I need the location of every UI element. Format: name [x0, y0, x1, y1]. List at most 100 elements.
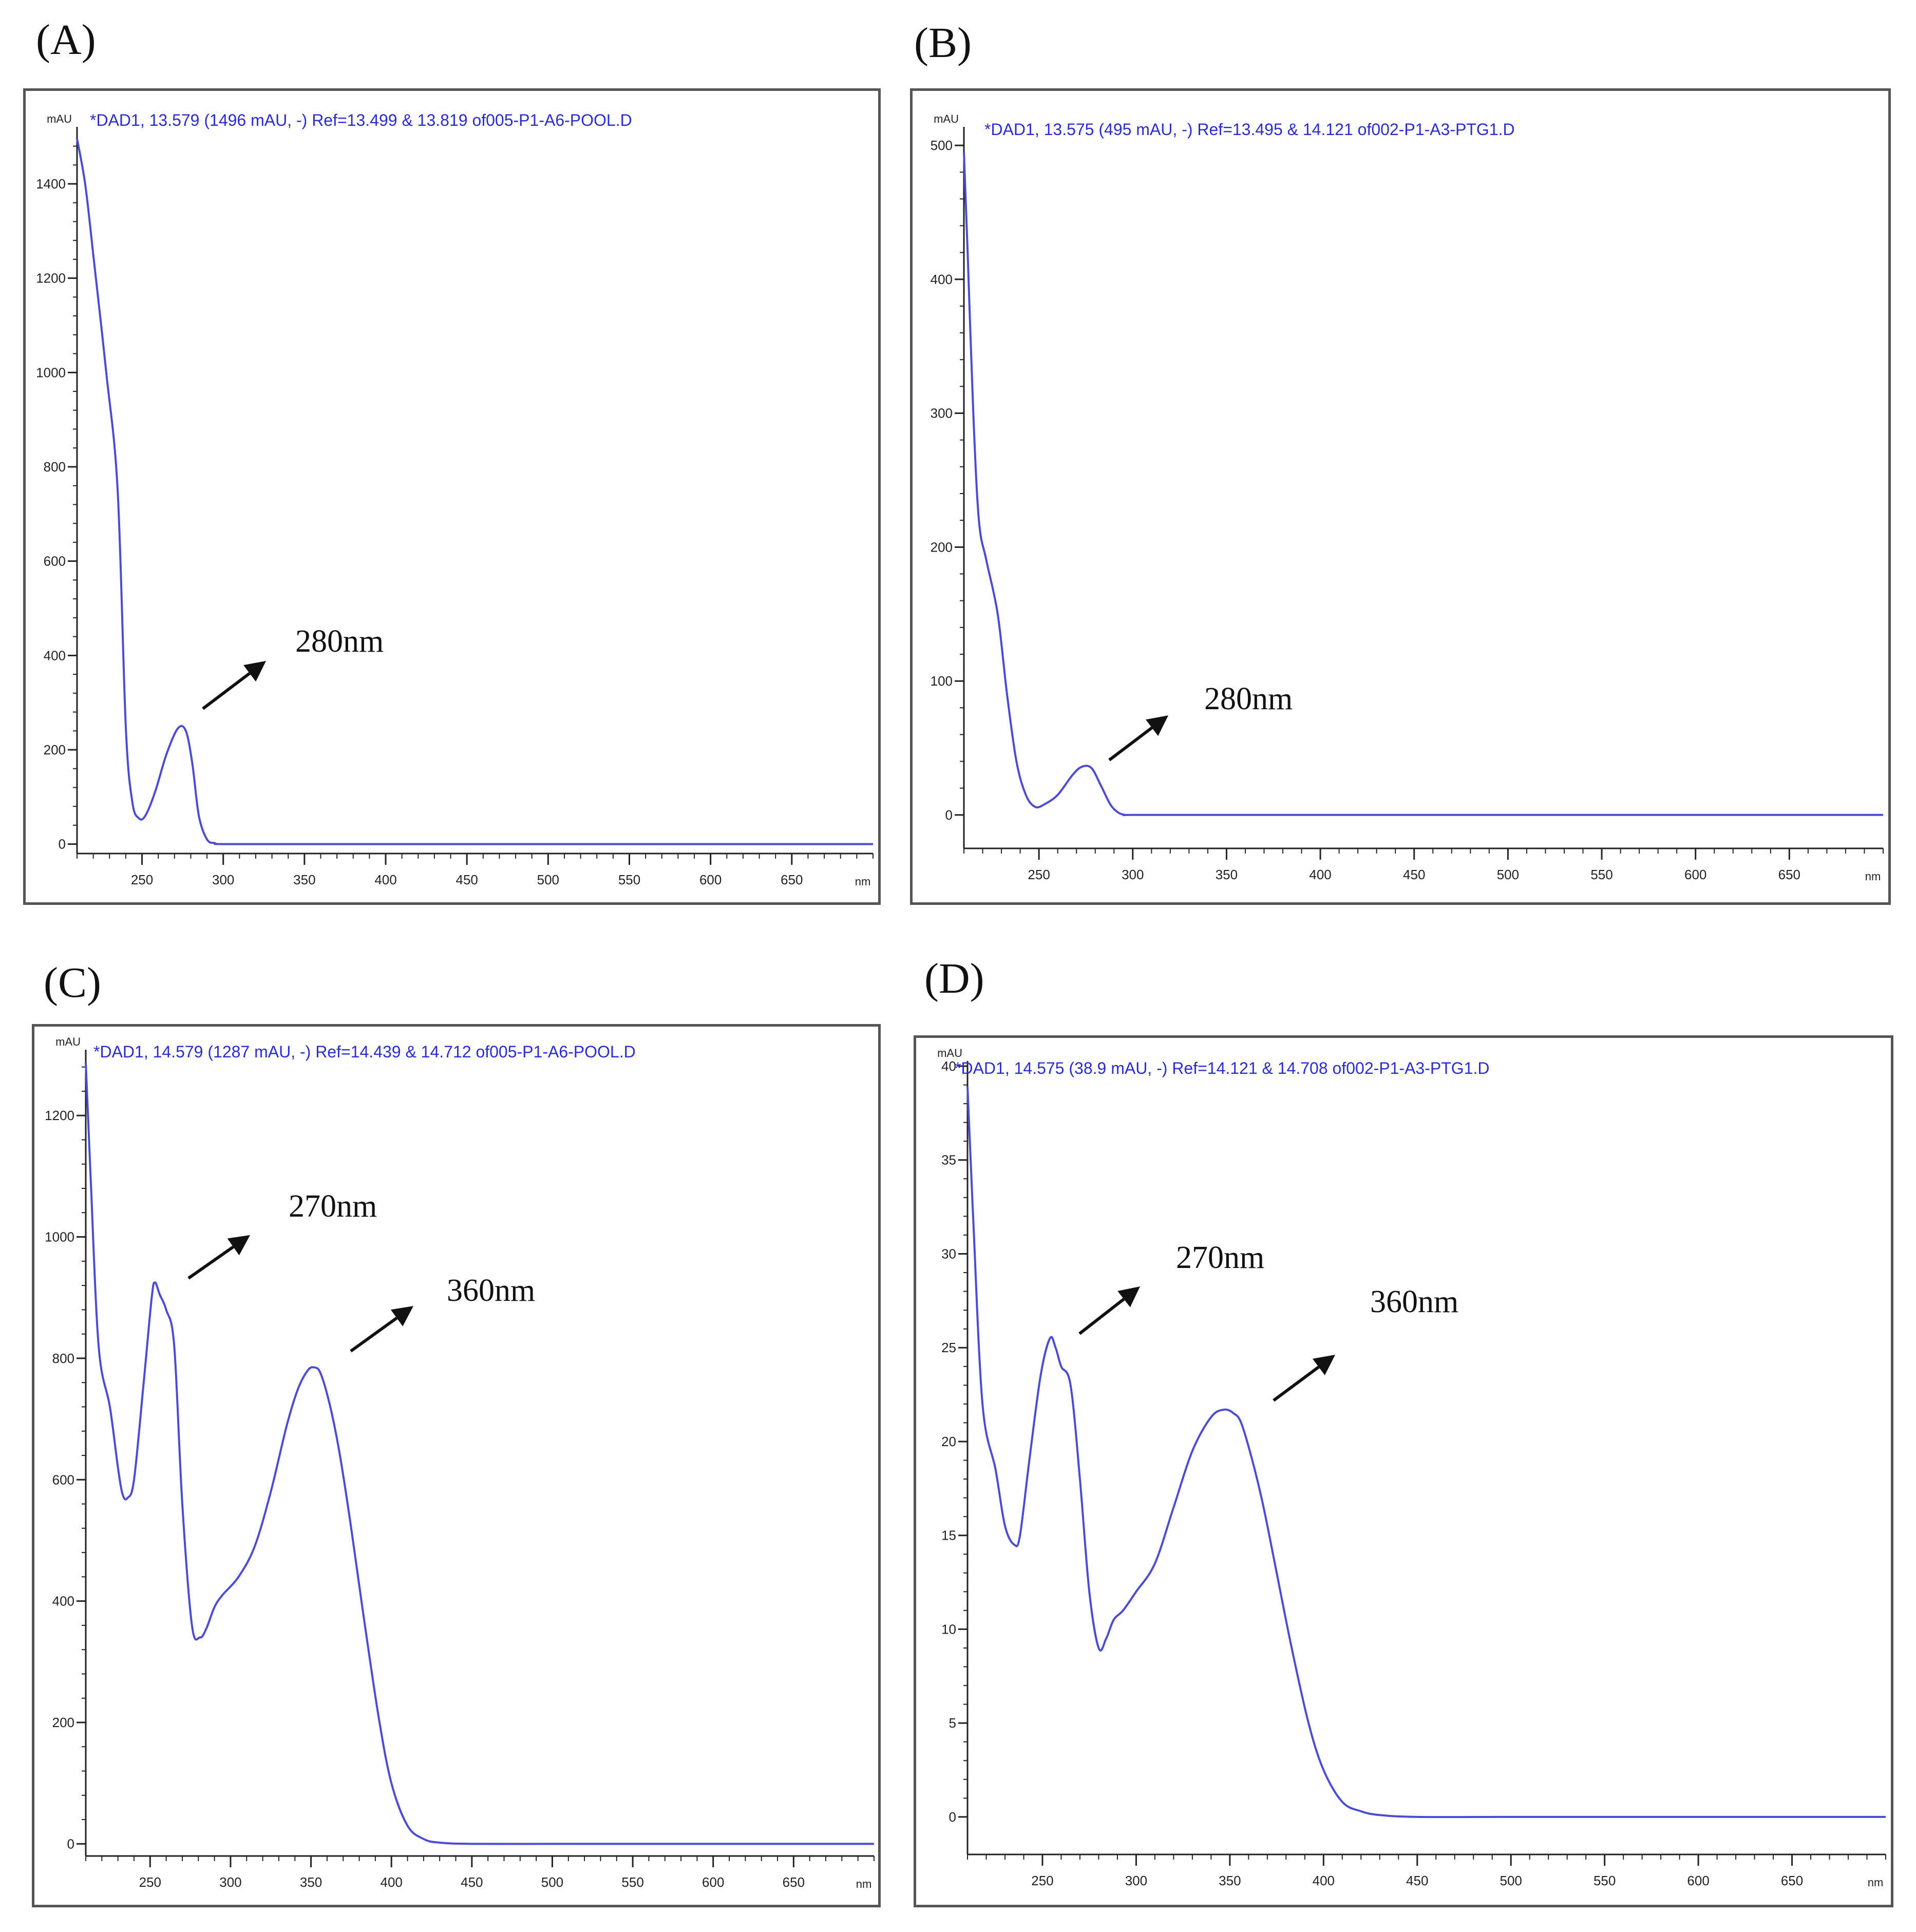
- annotation-arrow-shaft: [1108, 726, 1153, 762]
- y-tick-label: 1200: [36, 271, 66, 286]
- annotation-arrow-2: [1273, 1355, 1335, 1402]
- y-tick-label: 1000: [45, 1229, 74, 1245]
- x-tick-label: 350: [293, 872, 315, 887]
- x-tick-label: 550: [618, 872, 640, 887]
- x-tick-label: 600: [1684, 867, 1706, 882]
- spectrum-line: [966, 1087, 1886, 1819]
- x-tick-label: 550: [1590, 867, 1613, 882]
- y-tick-label: 15: [941, 1528, 956, 1543]
- x-axis-label: nm: [855, 875, 871, 888]
- x-tick-label: 650: [783, 1874, 805, 1890]
- y-tick-label: 800: [44, 459, 66, 475]
- y-axis-label: mAU: [937, 1047, 962, 1059]
- x-tick-label: 600: [702, 1874, 724, 1890]
- x-tick-label: 400: [381, 1874, 403, 1890]
- panel-label-d: (D): [924, 955, 984, 1002]
- chart-a-svg: 250 300 350 400 450 500 550 600 650 nm 0 200 400 600 8…: [36, 111, 874, 888]
- chart-header-text: *DAD1, 13.575 (495 mAU, -) Ref=13.495 & …: [984, 120, 1515, 139]
- spectrum-line: [76, 138, 873, 845]
- annotation-d-270nm: 270nm: [1176, 1240, 1265, 1275]
- chart-panel-c: 250 300 350 400 450 500 550 600 650 nm 0 200 400 600 8…: [32, 1024, 881, 1907]
- y-tick-label: 500: [931, 138, 953, 153]
- x-axis-label: nm: [1868, 1876, 1884, 1889]
- annotation-d-360nm: 360nm: [1370, 1284, 1459, 1319]
- annotation-arrow-head: [1146, 715, 1168, 736]
- annotation-arrow-head: [1117, 1286, 1140, 1308]
- y-tick-label: 0: [945, 807, 953, 823]
- y-tick-label: 600: [52, 1472, 74, 1487]
- x-tick-label: 650: [781, 872, 803, 887]
- chart-panel-a: 250 300 350 400 450 500 550 600 650 nm 0 200 400 600 8…: [23, 88, 881, 905]
- annotation-arrow-head: [243, 661, 266, 682]
- x-tick-label: 400: [1309, 867, 1331, 882]
- x-tick-label: 400: [1313, 1873, 1335, 1888]
- annotation-arrow: [187, 1235, 250, 1280]
- x-tick-label: 350: [300, 1874, 322, 1890]
- annotation-arrow-shaft: [187, 1245, 234, 1280]
- x-tick-label: 250: [1028, 867, 1050, 882]
- y-axis-label: mAU: [934, 112, 959, 125]
- x-tick-label: 500: [537, 872, 559, 887]
- x-tick-label: 500: [1497, 867, 1519, 882]
- x-tick-label: 250: [139, 1874, 161, 1890]
- y-tick-label: 1400: [36, 176, 66, 192]
- chart-header-text: *DAD1, 14.579 (1287 mAU, -) Ref=14.439 &…: [93, 1043, 636, 1061]
- y-axis-label: mAU: [55, 1035, 81, 1048]
- x-tick-label: 350: [1216, 867, 1238, 882]
- chart-panel-d: 250 300 350 400 450 500 550 600 650 nm 0 5 10 15 20 25 3…: [914, 1035, 1893, 1907]
- annotation-b-280nm: 280nm: [1204, 681, 1293, 716]
- x-tick-label: 300: [212, 872, 234, 887]
- y-tick-label: 200: [52, 1715, 74, 1730]
- x-tick-label: 500: [541, 1874, 563, 1890]
- x-tick-label: 550: [621, 1874, 643, 1890]
- y-tick-label: 300: [931, 406, 953, 421]
- annotation-arrow-head: [227, 1235, 250, 1256]
- x-tick-label: 400: [374, 872, 396, 887]
- panel-label-b: (B): [914, 19, 972, 67]
- chart-d-svg: 250 300 350 400 450 500 550 600 650 nm 0 5 10 15 20 25 3…: [937, 1047, 1886, 1889]
- x-tick-label: 250: [131, 872, 153, 887]
- annotation-arrow-2-head: [1312, 1355, 1335, 1375]
- chart-c-svg: 250 300 350 400 450 500 550 600 650 nm 0 200 400 600 8…: [45, 1035, 875, 1890]
- chart-panel-b: 250 300 350 400 450 500 550 600 650 nm 0 100 200 300 4…: [910, 88, 1891, 905]
- y-tick-label: 800: [52, 1351, 74, 1366]
- x-tick-label: 500: [1500, 1873, 1522, 1888]
- x-tick-label: 250: [1031, 1873, 1053, 1888]
- panel-label-a: (A): [36, 16, 96, 64]
- x-tick-label: 450: [456, 872, 478, 887]
- y-tick-label: 600: [44, 554, 66, 569]
- chart-header-text: *DAD1, 14.575 (38.9 mAU, -) Ref=14.121 &…: [955, 1059, 1489, 1077]
- y-tick-label: 30: [941, 1246, 956, 1261]
- y-tick-label: 20: [941, 1434, 956, 1449]
- annotation-arrow-2: [350, 1306, 413, 1353]
- y-tick-label: 400: [931, 272, 953, 287]
- x-tick-label: 450: [1403, 867, 1425, 882]
- y-tick-label: 100: [931, 673, 953, 689]
- y-tick-label: 35: [941, 1152, 956, 1168]
- y-tick-label: 5: [949, 1715, 956, 1731]
- x-tick-label: 600: [1687, 1873, 1709, 1888]
- y-tick-label: 40: [941, 1058, 956, 1074]
- y-tick-label: 200: [931, 539, 953, 555]
- x-axis-label: nm: [1865, 870, 1881, 883]
- y-tick-label: 25: [941, 1340, 956, 1355]
- y-tick-label: 400: [44, 648, 66, 663]
- x-tick-label: 650: [1778, 867, 1800, 882]
- spectrum-line: [963, 152, 1883, 817]
- annotation-arrow-shaft: [202, 672, 251, 710]
- x-tick-label: 300: [1122, 867, 1144, 882]
- x-axis-label: nm: [856, 1878, 872, 1890]
- annotation-arrow-shaft: [1078, 1298, 1125, 1335]
- annotation-arrow: [1108, 715, 1168, 762]
- annotation-arrow-2-shaft: [1273, 1366, 1320, 1402]
- annotation-arrow-2-head: [390, 1306, 413, 1327]
- y-tick-label: 200: [44, 742, 66, 757]
- y-tick-label: 400: [52, 1594, 74, 1609]
- annotation-arrow-2-shaft: [350, 1316, 398, 1353]
- y-tick-label: 0: [67, 1836, 74, 1851]
- x-tick-label: 600: [699, 872, 722, 887]
- chart-header-text: *DAD1, 13.579 (1496 mAU, -) Ref=13.499 &…: [90, 111, 632, 129]
- y-axis-label: mAU: [47, 112, 72, 125]
- x-tick-label: 450: [1406, 1873, 1428, 1888]
- panel-label-c: (C): [44, 959, 101, 1007]
